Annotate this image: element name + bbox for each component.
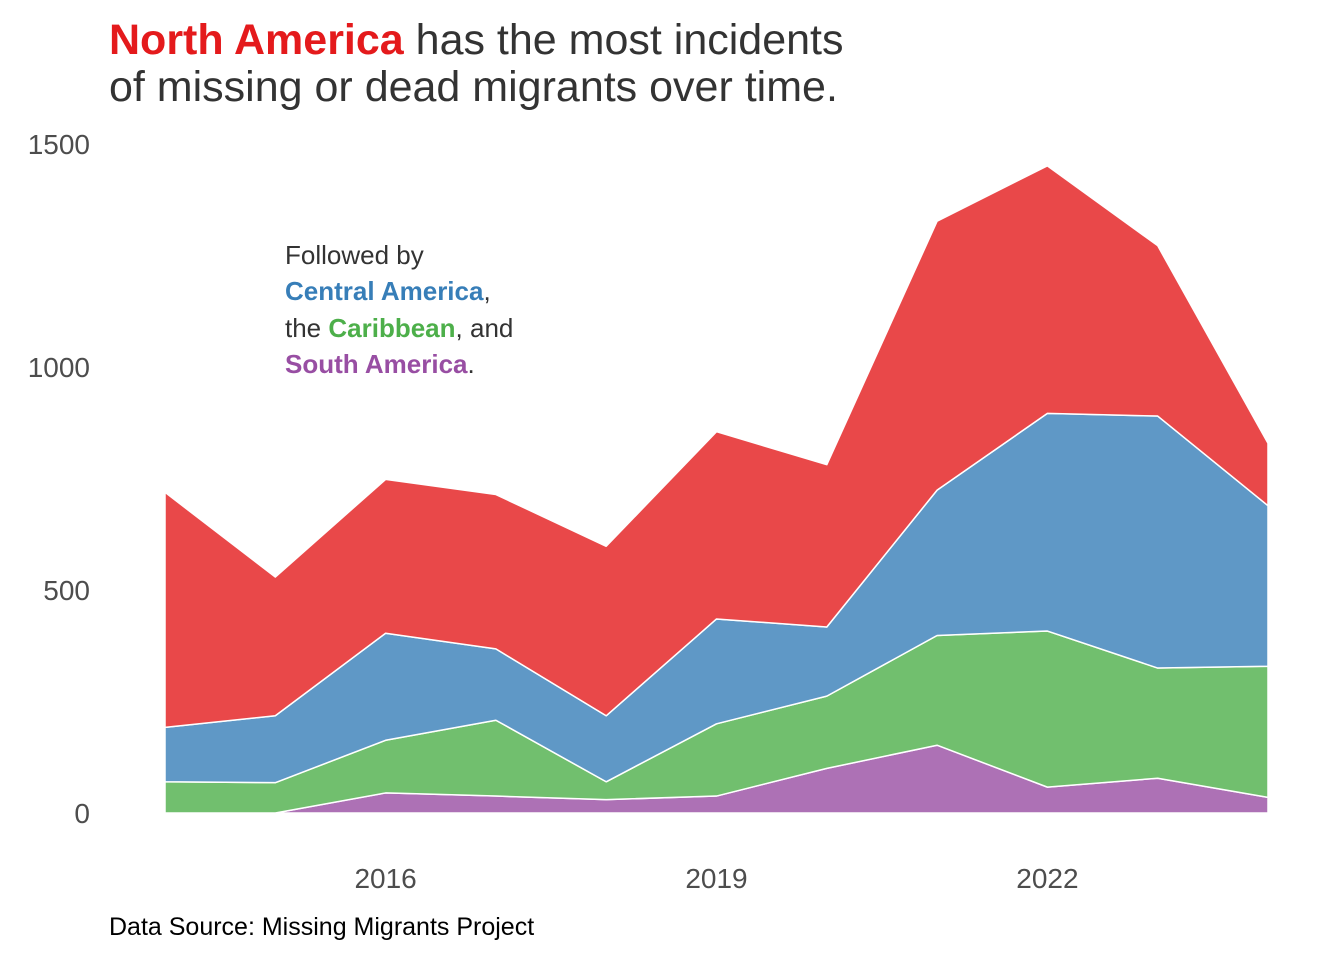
annotation-the: the — [285, 313, 328, 343]
annotation-caribbean: Caribbean — [328, 313, 455, 343]
area-north-america — [164, 165, 1269, 729]
chart-title-line-1: North America has the most incidents — [109, 16, 844, 64]
annotation: Followed by Central America, the Caribbe… — [285, 240, 513, 379]
title-line-1-rest: has the most incidents — [404, 16, 844, 64]
annotation-south-america: South America — [285, 349, 468, 379]
y-tick-label: 1500 — [28, 129, 90, 160]
y-tick-label: 500 — [43, 575, 90, 606]
y-axis: 0 500 1000 1500 — [28, 129, 90, 829]
annotation-line-3: the Caribbean, and — [285, 313, 513, 343]
title-highlight-north-america: North America — [109, 16, 405, 64]
x-tick-label: 2022 — [1016, 863, 1078, 894]
plot-area — [164, 165, 1269, 814]
x-tick-label: 2016 — [354, 863, 416, 894]
annotation-and: , and — [456, 313, 514, 343]
annotation-line-1: Followed by — [285, 240, 424, 270]
y-tick-label: 1000 — [28, 352, 90, 383]
annotation-line-2: Central America, — [285, 276, 491, 306]
annotation-central-america: Central America — [285, 276, 484, 306]
chart-caption: Data Source: Missing Migrants Project — [109, 913, 534, 941]
annotation-line-4: South America. — [285, 349, 475, 379]
annotation-period: . — [468, 349, 475, 379]
y-tick-label: 0 — [74, 798, 90, 829]
x-axis: 2016 2019 2022 — [354, 863, 1078, 894]
x-tick-label: 2019 — [685, 863, 747, 894]
annotation-comma: , — [483, 276, 490, 306]
chart-title-line-2: of missing or dead migrants over time. — [109, 63, 838, 111]
